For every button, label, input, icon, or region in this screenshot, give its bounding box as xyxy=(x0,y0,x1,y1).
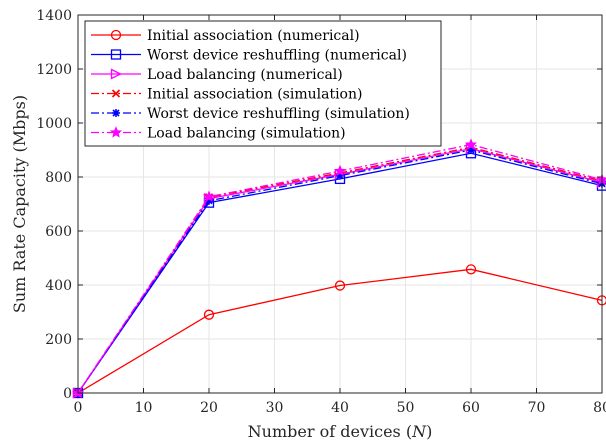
x-tick-label: 80 xyxy=(593,400,606,416)
x-tick-label: 10 xyxy=(135,400,153,416)
data-point-star xyxy=(109,126,123,138)
legend-label: Initial association (numerical) xyxy=(147,28,360,44)
x-axis-title-group: Number of devices (N) xyxy=(248,422,433,441)
x-axis-title-variable: N xyxy=(411,422,427,441)
x-tick-label: 50 xyxy=(397,400,415,416)
data-point-circle xyxy=(203,309,215,320)
legend-entry: Initial association (simulation) xyxy=(91,87,362,103)
y-axis-title: Sum Rate Capacity (Mbps) xyxy=(10,95,29,313)
x-tick-label: 0 xyxy=(74,400,83,416)
x-axis-title-text: Number of devices ( xyxy=(248,422,412,441)
x-tick-label: 20 xyxy=(200,400,218,416)
series-line xyxy=(77,149,603,394)
x-tick-label: 60 xyxy=(462,400,480,416)
y-tick-label: 400 xyxy=(45,278,72,294)
y-tick-label: 600 xyxy=(45,224,72,240)
data-point-star xyxy=(464,138,478,150)
legend-entry: Load balancing (numerical) xyxy=(91,67,343,83)
legend-entry: Worst device reshuffling (simulation) xyxy=(91,106,410,122)
data-point-triangle xyxy=(110,68,122,80)
axis-ticks: 0102030405060708002004006008001000120014… xyxy=(36,8,606,416)
data-point-x xyxy=(111,89,121,98)
data-point-star xyxy=(202,190,216,202)
y-tick-label: 1400 xyxy=(36,8,72,24)
x-tick-label: 40 xyxy=(331,400,349,416)
data-point-asterisk xyxy=(112,109,120,117)
legend-entry: Initial association (numerical) xyxy=(91,28,360,44)
legend-label: Worst device reshuffling (numerical) xyxy=(147,48,407,64)
data-point-star xyxy=(333,164,347,177)
legend-label: Load balancing (numerical) xyxy=(147,67,343,83)
x-tick-label: 30 xyxy=(266,400,284,416)
y-tick-label: 800 xyxy=(45,170,72,186)
legend: Initial association (numerical) Worst dev… xyxy=(84,20,442,147)
y-tick-label: 1000 xyxy=(36,116,72,132)
x-axis-title-close: ) xyxy=(426,422,432,441)
x-tick-label: 70 xyxy=(528,400,546,416)
data-point-square xyxy=(110,49,122,60)
y-tick-label: 200 xyxy=(45,332,72,348)
legend-label: Worst device reshuffling (simulation) xyxy=(147,106,410,122)
legend-label: Load balancing (simulation) xyxy=(147,126,346,142)
data-point-asterisk xyxy=(467,146,475,154)
y-tick-label: 1200 xyxy=(36,62,72,78)
data-point-circle xyxy=(334,280,346,291)
y-tick-label: 0 xyxy=(63,386,72,402)
legend-box xyxy=(84,20,442,147)
legend-entry: Load balancing (simulation) xyxy=(91,126,346,142)
plot-area-frame xyxy=(77,14,603,394)
data-point-asterisk xyxy=(205,196,213,205)
legend-label: Initial association (simulation) xyxy=(147,87,362,103)
data-point-asterisk xyxy=(336,171,344,180)
legend-entry: Worst device reshuffling (numerical) xyxy=(91,48,407,64)
data-point-circle xyxy=(110,29,122,41)
data-point-circle xyxy=(465,264,477,275)
x-axis-title: Number of devices (N) xyxy=(248,422,433,441)
series-line xyxy=(77,268,603,394)
